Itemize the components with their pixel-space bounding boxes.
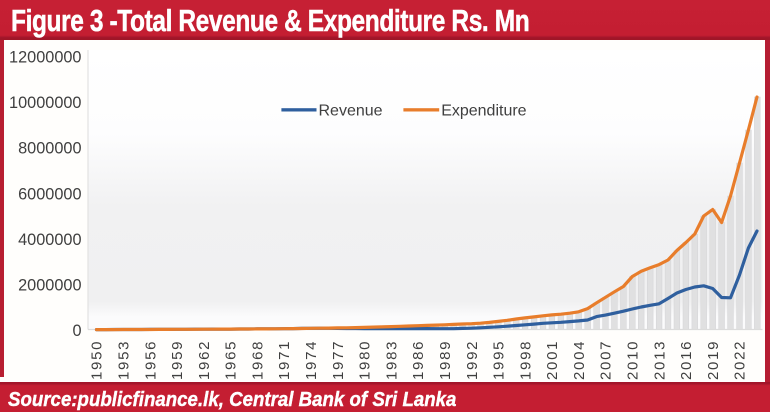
svg-text:2016: 2016 [678, 340, 695, 380]
svg-text:1971: 1971 [276, 340, 293, 380]
svg-text:6000000: 6000000 [18, 185, 81, 203]
svg-text:1983: 1983 [383, 340, 400, 380]
svg-text:1980: 1980 [357, 340, 374, 380]
svg-text:2022: 2022 [732, 340, 749, 380]
svg-text:1998: 1998 [517, 340, 534, 380]
svg-text:2007: 2007 [598, 340, 615, 380]
svg-text:1992: 1992 [464, 340, 481, 380]
svg-text:1953: 1953 [116, 340, 133, 380]
svg-text:1986: 1986 [410, 340, 427, 380]
svg-text:1962: 1962 [196, 340, 213, 380]
svg-text:Expenditure: Expenditure [441, 102, 526, 119]
svg-text:1965: 1965 [223, 340, 240, 380]
svg-text:2013: 2013 [651, 340, 668, 380]
svg-text:1968: 1968 [249, 340, 266, 380]
svg-text:Revenue: Revenue [319, 102, 383, 119]
svg-text:1974: 1974 [303, 340, 320, 380]
svg-text:1959: 1959 [169, 340, 186, 380]
svg-text:0: 0 [72, 322, 81, 340]
svg-text:2019: 2019 [705, 340, 722, 380]
svg-text:2010: 2010 [625, 340, 642, 380]
svg-text:2000000: 2000000 [18, 277, 81, 295]
svg-text:1989: 1989 [437, 340, 454, 380]
svg-text:10000000: 10000000 [9, 94, 81, 112]
svg-text:1956: 1956 [142, 340, 159, 380]
svg-text:1950: 1950 [89, 340, 106, 380]
svg-text:4000000: 4000000 [18, 231, 81, 249]
svg-text:2004: 2004 [571, 340, 588, 380]
svg-text:12000000: 12000000 [9, 49, 81, 67]
svg-text:1995: 1995 [491, 340, 508, 380]
svg-text:1977: 1977 [330, 340, 347, 380]
svg-text:2001: 2001 [544, 340, 561, 380]
svg-text:8000000: 8000000 [18, 140, 81, 158]
